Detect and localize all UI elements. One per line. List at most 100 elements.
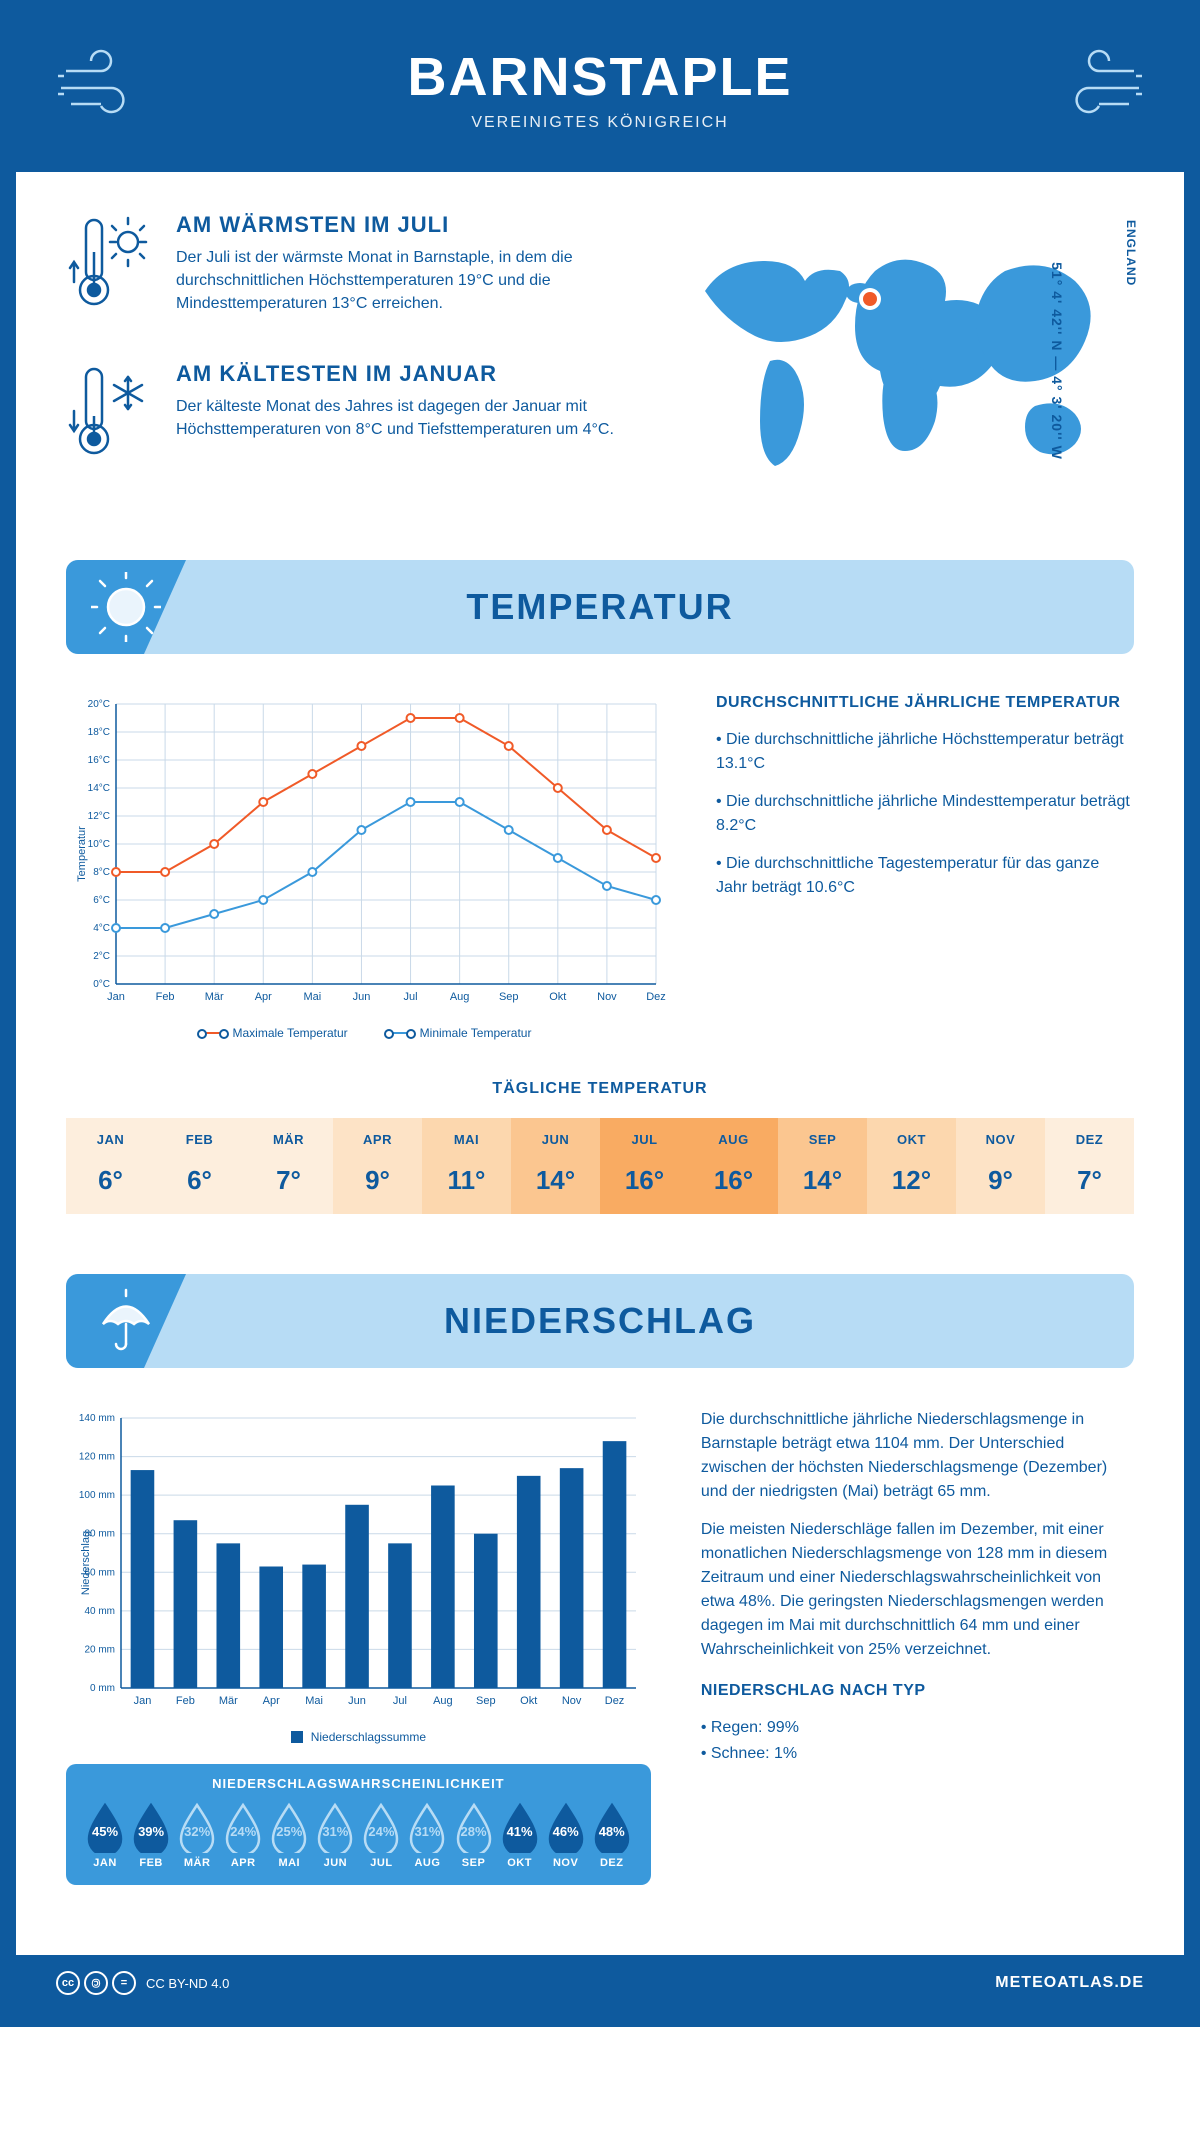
- temperature-summary: DURCHSCHNITTLICHE JÄHRLICHE TEMPERATUR •…: [716, 694, 1134, 1040]
- precipitation-legend: Niederschlagssumme: [66, 1730, 651, 1744]
- svg-text:Aug: Aug: [450, 991, 470, 1003]
- precipitation-banner: NIEDERSCHLAG: [66, 1274, 1134, 1368]
- svg-text:140 mm: 140 mm: [79, 1413, 115, 1424]
- svg-text:Jul: Jul: [393, 1695, 407, 1707]
- probability-drop: 45%JAN: [82, 1801, 128, 1869]
- type-bullet: • Schnee: 1%: [701, 1742, 1134, 1766]
- probability-drop: 39%FEB: [128, 1801, 174, 1869]
- svg-text:120 mm: 120 mm: [79, 1452, 115, 1463]
- svg-text:40 mm: 40 mm: [84, 1606, 115, 1617]
- svg-text:Apr: Apr: [255, 991, 272, 1003]
- summary-bullet: • Die durchschnittliche Tagestemperatur …: [716, 852, 1134, 900]
- header: BARNSTAPLE VEREINIGTES KÖNIGREICH: [16, 16, 1184, 172]
- temp-cell: MAI11°: [422, 1118, 511, 1214]
- summary-bullet: • Die durchschnittliche jährliche Höchst…: [716, 728, 1134, 776]
- svg-text:18°C: 18°C: [88, 727, 110, 738]
- temp-cell: MÄR7°: [244, 1118, 333, 1214]
- temp-cell: AUG16°: [689, 1118, 778, 1214]
- svg-text:Apr: Apr: [263, 1695, 280, 1707]
- temp-cell: APR9°: [333, 1118, 422, 1214]
- svg-text:Okt: Okt: [520, 1695, 537, 1707]
- svg-text:20°C: 20°C: [88, 699, 110, 710]
- svg-text:Feb: Feb: [156, 991, 175, 1003]
- svg-text:Jan: Jan: [107, 991, 125, 1003]
- svg-text:Mär: Mär: [219, 1695, 238, 1707]
- daily-temp-title: TÄGLICHE TEMPERATUR: [66, 1080, 1134, 1098]
- svg-text:Dez: Dez: [646, 991, 666, 1003]
- country-subtitle: VEREINIGTES KÖNIGREICH: [36, 114, 1164, 132]
- probability-drop: 28%SEP: [451, 1801, 497, 1869]
- probability-drop: 32%MÄR: [174, 1801, 220, 1869]
- svg-text:Mai: Mai: [305, 1695, 323, 1707]
- thermometer-snow-icon: [66, 361, 156, 476]
- temp-cell: OKT12°: [867, 1118, 956, 1214]
- svg-text:Dez: Dez: [605, 1695, 625, 1707]
- svg-text:0°C: 0°C: [93, 979, 110, 990]
- world-map: ENGLAND 51° 4' 42'' N — 4° 3' 20'' W: [656, 212, 1134, 510]
- svg-text:10°C: 10°C: [88, 839, 110, 850]
- thermometer-sun-icon: [66, 212, 156, 327]
- svg-text:Jan: Jan: [134, 1695, 152, 1707]
- temp-cell: JUN14°: [511, 1118, 600, 1214]
- region-label: ENGLAND: [1124, 220, 1138, 286]
- temp-cell: FEB6°: [155, 1118, 244, 1214]
- precipitation-chart: Niederschlag 0 mm20 mm40 mm60 mm80 mm100…: [66, 1408, 651, 1718]
- svg-text:20 mm: 20 mm: [84, 1644, 115, 1655]
- svg-text:12°C: 12°C: [88, 811, 110, 822]
- warmest-title: AM WÄRMSTEN IM JULI: [176, 212, 616, 238]
- probability-drop: 24%JUL: [358, 1801, 404, 1869]
- temp-cell: DEZ7°: [1045, 1118, 1134, 1214]
- probability-drop: 48%DEZ: [589, 1801, 635, 1869]
- probability-drop: 46%NOV: [543, 1801, 589, 1869]
- cc-icons: cc🄯=: [56, 1971, 136, 1995]
- svg-text:Jun: Jun: [353, 991, 371, 1003]
- svg-text:Jul: Jul: [404, 991, 418, 1003]
- precipitation-summary: Die durchschnittliche jährliche Niedersc…: [701, 1408, 1134, 1885]
- svg-text:Mai: Mai: [303, 991, 321, 1003]
- svg-text:2°C: 2°C: [93, 951, 110, 962]
- license-label: CC BY-ND 4.0: [146, 1976, 229, 1991]
- temperature-legend: Maximale Temperatur Minimale Temperatur: [66, 1026, 666, 1040]
- precipitation-title: NIEDERSCHLAG: [76, 1300, 1124, 1342]
- svg-text:4°C: 4°C: [93, 923, 110, 934]
- temperature-chart: Temperatur 0°C2°C4°C6°C8°C10°C12°C14°C16…: [66, 694, 666, 1014]
- type-bullet: • Regen: 99%: [701, 1716, 1134, 1740]
- footer: cc🄯= CC BY-ND 4.0 METEOATLAS.DE: [16, 1955, 1184, 2011]
- svg-text:0 mm: 0 mm: [90, 1683, 115, 1694]
- svg-text:Sep: Sep: [499, 991, 519, 1003]
- coldest-block: AM KÄLTESTEN IM JANUAR Der kälteste Mona…: [66, 361, 616, 476]
- svg-text:Jun: Jun: [348, 1695, 366, 1707]
- probability-drop: 24%APR: [220, 1801, 266, 1869]
- coldest-text: Der kälteste Monat des Jahres ist dagege…: [176, 395, 616, 441]
- svg-text:6°C: 6°C: [93, 895, 110, 906]
- summary-bullet: • Die durchschnittliche jährliche Mindes…: [716, 790, 1134, 838]
- site-name: METEOATLAS.DE: [995, 1974, 1144, 1992]
- probability-drop: 25%MAI: [266, 1801, 312, 1869]
- coldest-title: AM KÄLTESTEN IM JANUAR: [176, 361, 616, 387]
- temp-cell: NOV9°: [956, 1118, 1045, 1214]
- warmest-block: AM WÄRMSTEN IM JULI Der Juli ist der wär…: [66, 212, 616, 327]
- warmest-text: Der Juli ist der wärmste Monat in Barnst…: [176, 246, 616, 316]
- svg-text:Mär: Mär: [205, 991, 224, 1003]
- temperature-title: TEMPERATUR: [76, 586, 1124, 628]
- svg-text:8°C: 8°C: [93, 867, 110, 878]
- svg-text:Nov: Nov: [562, 1695, 582, 1707]
- temp-cell: JUL16°: [600, 1118, 689, 1214]
- svg-text:14°C: 14°C: [88, 783, 110, 794]
- svg-text:16°C: 16°C: [88, 755, 110, 766]
- precipitation-probability: NIEDERSCHLAGSWAHRSCHEINLICHKEIT 45%JAN39…: [66, 1764, 651, 1885]
- svg-text:100 mm: 100 mm: [79, 1490, 115, 1501]
- probability-drop: 31%JUN: [312, 1801, 358, 1869]
- coordinates: 51° 4' 42'' N — 4° 3' 20'' W: [1049, 262, 1065, 460]
- svg-text:Feb: Feb: [176, 1695, 195, 1707]
- temp-cell: SEP14°: [778, 1118, 867, 1214]
- svg-text:Sep: Sep: [476, 1695, 496, 1707]
- city-title: BARNSTAPLE: [36, 46, 1164, 108]
- temperature-banner: TEMPERATUR: [66, 560, 1134, 654]
- temp-cell: JAN6°: [66, 1118, 155, 1214]
- svg-text:Okt: Okt: [549, 991, 566, 1003]
- daily-temp-table: JAN6°FEB6°MÄR7°APR9°MAI11°JUN14°JUL16°AU…: [66, 1118, 1134, 1214]
- svg-text:Nov: Nov: [597, 991, 617, 1003]
- probability-drop: 41%OKT: [497, 1801, 543, 1869]
- svg-text:Aug: Aug: [433, 1695, 453, 1707]
